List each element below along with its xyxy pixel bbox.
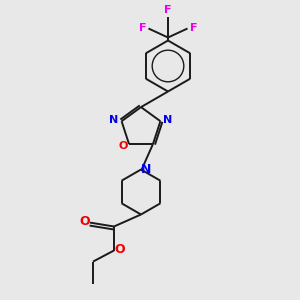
- Text: F: F: [190, 23, 197, 33]
- Text: F: F: [139, 23, 146, 33]
- Text: N: N: [110, 115, 119, 125]
- Text: O: O: [79, 214, 90, 228]
- Text: F: F: [164, 5, 172, 15]
- Text: O: O: [118, 140, 128, 151]
- Text: O: O: [115, 243, 125, 256]
- Text: N: N: [163, 115, 172, 125]
- Text: N: N: [141, 163, 152, 176]
